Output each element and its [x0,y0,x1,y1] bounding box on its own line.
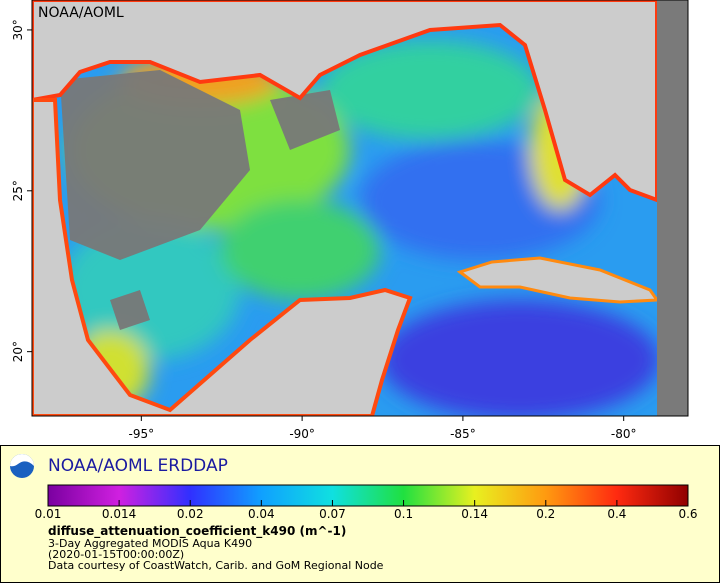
k490-field [32,0,657,416]
colorbar-tick-label: 0.01 [35,507,62,521]
colorbar-tick-label: 0.1 [394,507,413,521]
colorbar-tick-label: 0.6 [678,507,697,521]
colorbar-tick-label: 0.14 [461,507,488,521]
colorbar-tick-label: 0.02 [177,507,204,521]
legend-line: Data courtesy of CoastWatch, Carib. and … [48,559,384,572]
watermark: NOAA/AOML [38,5,124,21]
lon-tick-label: -85° [450,427,476,441]
legend-line: (2020-01-15T00:00:00Z) [48,548,184,561]
legend-title: NOAA/AOML ERDDAP [48,456,228,476]
variable-name: diffuse_attenuation_coefficient_k490 (m^… [48,524,346,539]
lon-tick-label: -90° [289,427,315,441]
axes: -95° -90° -85° -80° 30° 25° 20° [11,19,636,441]
lat-tick-label: 20° [11,341,25,362]
lat-tick-label: 30° [11,19,25,40]
colorbar [47,484,689,507]
legend: NOAA/AOML ERDDAP 0.01 0.014 0.02 0.04 0.07 0.… [0,445,720,583]
colorbar-tick-label: 0.4 [607,507,626,521]
colorbar-tick-label: 0.04 [248,507,275,521]
lat-tick-label: 25° [11,180,25,201]
colorbar-tick-label: 0.2 [536,507,555,521]
colorbar-tick-label: 0.014 [102,507,136,521]
lon-tick-label: -95° [129,427,155,441]
map: NOAA/AOML -95° -90° -85° -80° 30° 25° 20° [11,0,689,441]
legend-line: 3-Day Aggregated MODIS Aqua K490 [48,537,252,550]
colorbar-tick-label: 0.07 [319,507,346,521]
lon-tick-label: -80° [611,427,637,441]
